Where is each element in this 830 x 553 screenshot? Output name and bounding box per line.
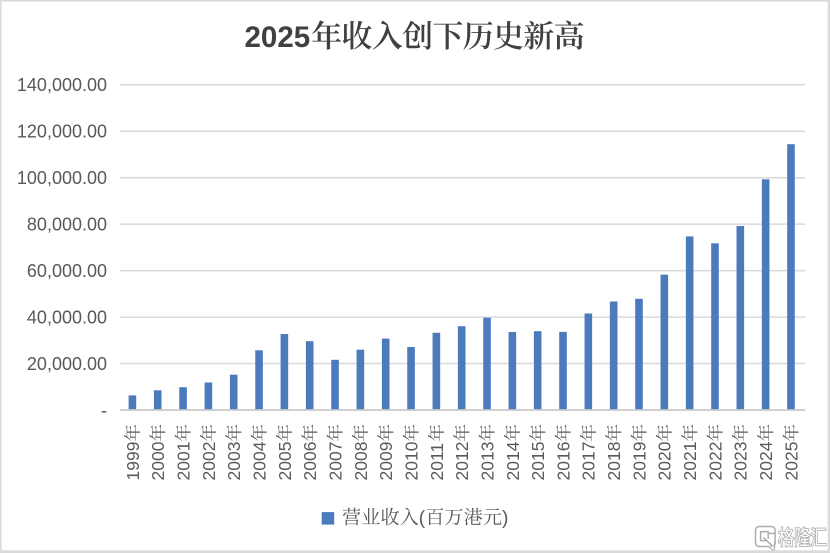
svg-text:-: -	[101, 400, 107, 420]
svg-text:100,000.00: 100,000.00	[17, 168, 107, 188]
svg-text:120,000.00: 120,000.00	[17, 122, 107, 142]
svg-text:2022: 2022	[705, 442, 725, 481]
svg-text:): )	[502, 508, 508, 529]
svg-text:2001: 2001	[173, 442, 193, 481]
svg-text:(: (	[419, 508, 426, 529]
svg-text:2004: 2004	[249, 441, 269, 480]
svg-text:2003: 2003	[224, 442, 244, 481]
svg-text:2010: 2010	[401, 441, 421, 480]
svg-text:2024: 2024	[756, 441, 776, 480]
svg-text:40,000.00: 40,000.00	[27, 308, 107, 328]
svg-text:2016: 2016	[553, 442, 573, 481]
svg-text:2009: 2009	[376, 442, 396, 481]
svg-text:80,000.00: 80,000.00	[27, 215, 107, 235]
svg-text:2006: 2006	[300, 442, 320, 481]
svg-text:2007: 2007	[325, 442, 345, 481]
svg-text:2014: 2014	[503, 441, 523, 480]
svg-text:2008: 2008	[351, 442, 371, 481]
svg-text:2012: 2012	[452, 442, 472, 481]
svg-text:60,000.00: 60,000.00	[27, 261, 107, 281]
svg-text:2021: 2021	[680, 442, 700, 481]
svg-text:2020: 2020	[655, 441, 675, 480]
svg-text:140,000.00: 140,000.00	[17, 75, 107, 95]
svg-text:2013: 2013	[477, 442, 497, 481]
svg-text:2011: 2011	[427, 443, 447, 481]
svg-text:1999: 1999	[123, 442, 143, 481]
svg-text:2018: 2018	[604, 442, 624, 481]
svg-text:2002: 2002	[199, 442, 219, 481]
svg-text:2025: 2025	[781, 442, 801, 481]
svg-text:2025: 2025	[245, 21, 311, 54]
svg-text:2017: 2017	[579, 442, 599, 481]
svg-text:2005: 2005	[275, 442, 295, 481]
svg-text:20,000.00: 20,000.00	[27, 354, 107, 374]
svg-text:2015: 2015	[528, 442, 548, 481]
svg-text:2000: 2000	[148, 441, 168, 480]
svg-text:2019: 2019	[629, 442, 649, 481]
svg-text:2023: 2023	[731, 442, 751, 481]
